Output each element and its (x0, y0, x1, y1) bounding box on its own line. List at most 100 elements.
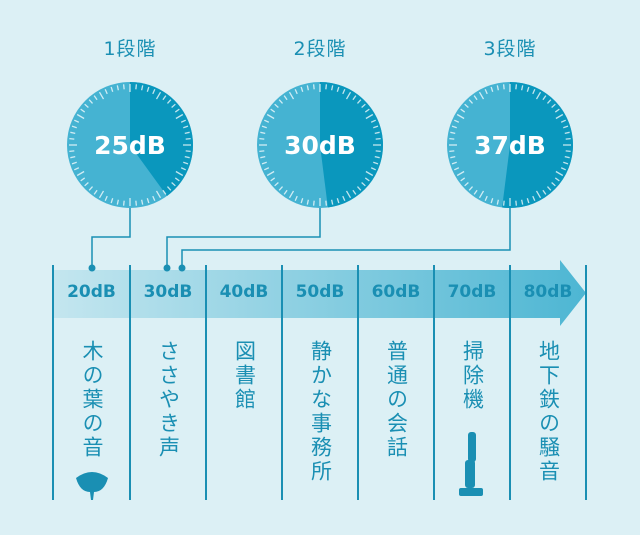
gauge-tick (468, 99, 474, 104)
gauge-tick (456, 113, 465, 120)
gauge-tick (98, 190, 105, 199)
gauge-tick (356, 186, 362, 191)
gauge-tick (166, 186, 172, 191)
gauge-tick (526, 86, 530, 92)
gauge-tick (449, 150, 455, 153)
gauge-tick (288, 190, 295, 199)
sound-example-text: 掃除機 (460, 340, 485, 412)
gauge-tick (365, 170, 374, 177)
gauge-tick (184, 131, 190, 134)
gauge-tick (71, 125, 77, 129)
gauge-tick (155, 190, 162, 199)
stage-title: 1段階 (103, 38, 157, 60)
gauge-tick (264, 167, 270, 171)
gauge-tick (175, 170, 184, 177)
gauge-tick (450, 156, 456, 159)
gauge-tick (565, 137, 571, 140)
gauge-tick (174, 177, 180, 182)
gauge-tick (84, 103, 89, 109)
gauge-tick (484, 89, 488, 95)
gauge-tick (300, 86, 304, 92)
gauge-tick (98, 91, 105, 100)
gauge-tick (468, 186, 474, 191)
gauge-value: 25dB (94, 131, 166, 160)
ginkgo-leaf-icon (76, 472, 108, 500)
gauge-value: 30dB (284, 131, 356, 160)
gauge-tick (451, 161, 457, 165)
gauge-tick (564, 156, 570, 159)
gauge-tick (141, 85, 144, 91)
gauge-tick (171, 103, 176, 109)
gauge-tick (183, 161, 189, 165)
gauge-tick (283, 95, 288, 101)
gauge-tick (171, 181, 176, 187)
gauge-tick (450, 131, 456, 134)
gauge-tick (361, 103, 366, 109)
gauge-tick (478, 91, 485, 100)
db-level-label: 40dB (219, 282, 269, 302)
gauge-tick (278, 99, 284, 104)
sound-example: ささやき声 (130, 340, 206, 460)
gauge-tick (473, 95, 478, 101)
gauge-tick (490, 198, 494, 204)
gauge-tick (551, 103, 556, 109)
gauge-tick (554, 177, 560, 182)
gauge-tick (162, 95, 167, 101)
gauge-tick (526, 198, 530, 204)
gauge-tick (364, 108, 370, 113)
gauge-tick (312, 84, 315, 90)
gauge-tick (361, 181, 366, 187)
gauge-tick (352, 95, 357, 101)
gauge-tick (515, 84, 518, 90)
sound-example-text: 木の葉の音 (80, 340, 104, 460)
sound-example: 木の葉の音 (54, 340, 130, 460)
gauge-tick (535, 91, 542, 100)
gauge-tick (336, 86, 340, 92)
gauge-tick (70, 131, 76, 134)
gauge-tick (331, 85, 334, 91)
gauge-tick (460, 108, 466, 113)
gauge-tick (294, 89, 298, 95)
gauge-tick (560, 167, 566, 171)
gauge-tick (141, 199, 144, 205)
gauge-tick (180, 167, 186, 171)
gauge-tick (69, 150, 75, 153)
gauge-tick (532, 89, 536, 95)
connector-line (166, 208, 321, 268)
gauge-tick (342, 89, 346, 95)
gauge-tick (563, 161, 569, 165)
gauge-tick (370, 119, 376, 123)
gauge-tick (266, 113, 275, 120)
gauge-tick (110, 198, 114, 204)
gauge-tick (449, 137, 455, 140)
gauge-tick (312, 200, 315, 206)
gauge-tick (451, 125, 457, 129)
gauge-tick (93, 95, 98, 101)
gauge-tick (88, 99, 94, 104)
gauge-tick (456, 170, 465, 177)
gauge-tick (76, 113, 85, 120)
gauge-tick (70, 156, 76, 159)
gauge-tick (135, 84, 138, 90)
gauge-tick (565, 150, 571, 153)
gauge-tick (174, 108, 180, 113)
sound-example: 普通の会話 (358, 340, 434, 460)
gauge-tick (502, 200, 505, 206)
gauge-tick (473, 189, 478, 195)
gauge-value: 37dB (474, 131, 546, 160)
gauge-tick (555, 113, 564, 120)
gauge-tick (93, 189, 98, 195)
gauge-tick (325, 84, 328, 90)
gauge-tick (152, 89, 156, 95)
gauge-tick (336, 198, 340, 204)
sound-example-text: 地下鉄の騒音 (536, 340, 561, 484)
stage-title: 3段階 (483, 38, 537, 60)
gauge-2: 30dB (257, 82, 384, 208)
gauge-tick (563, 125, 569, 129)
sound-example-text: 静かな事務所 (308, 340, 333, 484)
gauge-tick (288, 91, 295, 100)
gauge-tick (261, 161, 267, 165)
connector-dot (178, 264, 186, 272)
gauge-tick (564, 131, 570, 134)
gauge-tick (490, 86, 494, 92)
